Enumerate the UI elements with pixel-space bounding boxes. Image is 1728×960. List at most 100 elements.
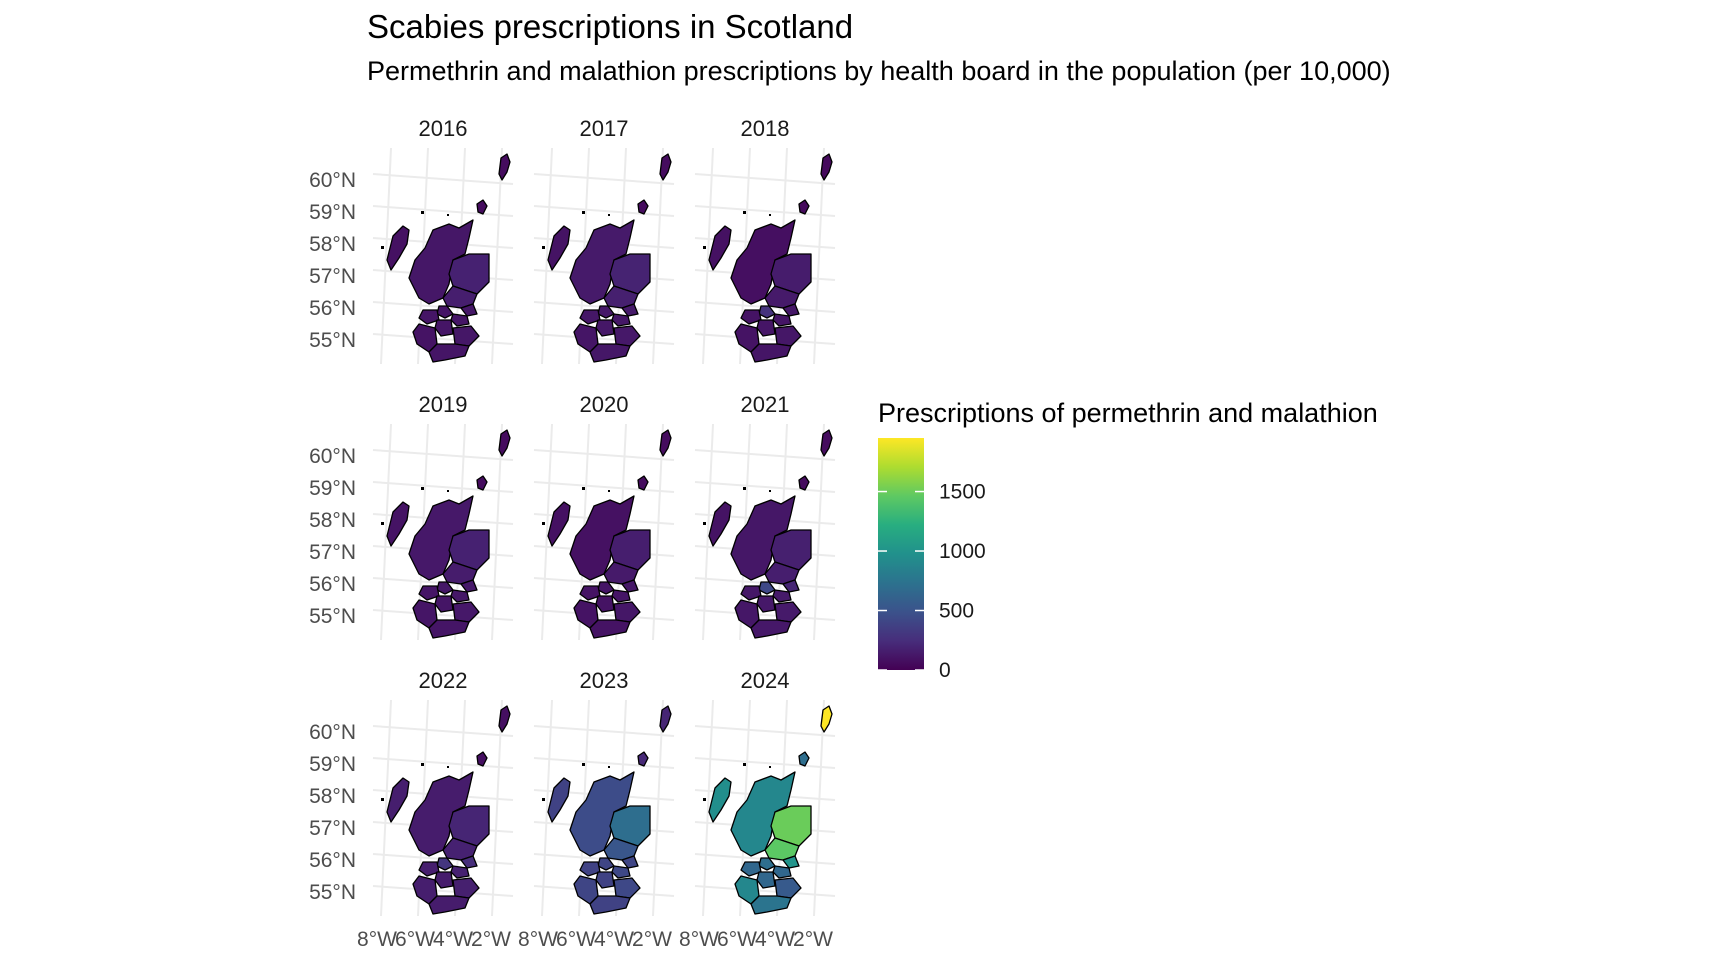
region-dumfries-and-galloway: [589, 343, 631, 363]
facet-panel-2021: 2021: [694, 392, 836, 641]
island-mark: [743, 763, 746, 766]
island-mark: [421, 487, 424, 490]
x-tick-label: 4°W: [594, 928, 634, 951]
facet-panel-2024: 2024: [694, 668, 836, 917]
chart-title: Scabies prescriptions in Scotland: [367, 8, 854, 45]
region-lanarkshire: [756, 871, 776, 889]
region-greater-glasgow-and-clyde: [418, 309, 440, 325]
x-tick-label: 4°W: [433, 928, 473, 951]
island-mark: [743, 487, 746, 490]
region-borders: [452, 601, 480, 623]
region-greater-glasgow-and-clyde: [579, 585, 601, 601]
region-orkney: [476, 199, 488, 215]
x-tick-label: 2°W: [793, 928, 833, 951]
region-fife: [621, 855, 639, 869]
region-western-isles: [386, 777, 410, 823]
facet-panel-2019: 2019: [372, 392, 514, 641]
region-dumfries-and-galloway: [750, 619, 792, 639]
y-tick-label: 56°N: [309, 297, 356, 320]
region-highland: [569, 219, 635, 305]
region-highland: [730, 219, 796, 305]
y-tick-label: 58°N: [309, 785, 356, 808]
region-borders: [452, 325, 480, 347]
region-shetland: [659, 153, 672, 181]
island-mark: [542, 246, 545, 249]
island-mark: [447, 490, 449, 492]
region-dumfries-and-galloway: [428, 343, 470, 363]
y-tick-label: 58°N: [309, 233, 356, 256]
color-legend: Prescriptions of permethrin and malathio…: [878, 398, 1378, 682]
region-greater-glasgow-and-clyde: [740, 861, 762, 877]
region-fife: [460, 855, 478, 869]
region-orkney: [798, 475, 810, 491]
facet-label-2024: 2024: [741, 668, 790, 693]
island-mark: [743, 211, 746, 214]
region-dumfries-and-galloway: [428, 895, 470, 915]
x-tick-label: 8°W: [357, 928, 397, 951]
island-mark: [582, 211, 585, 214]
region-western-isles: [386, 225, 410, 271]
legend-tick-label: 1000: [939, 540, 986, 563]
region-lanarkshire: [756, 595, 776, 613]
y-tick-label: 55°N: [309, 881, 356, 904]
x-tick-label: 2°W: [632, 928, 672, 951]
region-shetland: [820, 705, 833, 733]
region-dumfries-and-galloway: [589, 895, 631, 915]
y-tick-label: 60°N: [309, 445, 356, 468]
island-mark: [447, 214, 449, 216]
region-orkney: [476, 751, 488, 767]
region-western-isles: [708, 225, 732, 271]
region-greater-glasgow-and-clyde: [740, 309, 762, 325]
island-mark: [542, 798, 545, 801]
y-tick-label: 57°N: [309, 541, 356, 564]
legend-tick-label: 500: [939, 600, 974, 623]
region-orkney: [476, 475, 488, 491]
region-greater-glasgow-and-clyde: [418, 861, 440, 877]
region-borders: [613, 325, 641, 347]
region-fife: [621, 303, 639, 317]
x-tick-label: 2°W: [471, 928, 511, 951]
region-western-isles: [708, 777, 732, 823]
facet-label-2018: 2018: [741, 116, 790, 141]
facet-label-2016: 2016: [419, 116, 468, 141]
x-tick-label: 8°W: [679, 928, 719, 951]
y-tick-label: 58°N: [309, 509, 356, 532]
region-fife: [460, 303, 478, 317]
region-highland: [730, 771, 796, 857]
facet-label-2020: 2020: [580, 392, 629, 417]
region-western-isles: [386, 501, 410, 547]
region-lanarkshire: [595, 595, 615, 613]
colorbar: [878, 438, 924, 670]
island-mark: [421, 211, 424, 214]
region-lothian: [772, 589, 792, 603]
facet-panel-2016: 2016: [372, 116, 514, 365]
region-fife: [782, 303, 800, 317]
facet-panel-2020: 2020: [533, 392, 675, 641]
region-highland: [730, 495, 796, 581]
y-tick-label: 59°N: [309, 753, 356, 776]
island-mark: [421, 763, 424, 766]
y-tick-label: 55°N: [309, 329, 356, 352]
island-mark: [769, 766, 771, 768]
y-tick-label: 56°N: [309, 573, 356, 596]
region-shetland: [820, 153, 833, 181]
region-lothian: [450, 589, 470, 603]
region-western-isles: [547, 501, 571, 547]
region-lothian: [611, 313, 631, 327]
island-mark: [381, 522, 384, 525]
region-highland: [408, 771, 474, 857]
region-lothian: [450, 313, 470, 327]
region-lanarkshire: [434, 319, 454, 337]
region-highland: [569, 495, 635, 581]
region-fife: [460, 579, 478, 593]
region-orkney: [798, 199, 810, 215]
region-borders: [613, 877, 641, 899]
facet-panel-2017: 2017: [533, 116, 675, 365]
region-highland: [408, 219, 474, 305]
island-mark: [703, 246, 706, 249]
facet-label-2023: 2023: [580, 668, 629, 693]
region-shetland: [659, 705, 672, 733]
region-lanarkshire: [595, 871, 615, 889]
region-western-isles: [547, 225, 571, 271]
island-mark: [703, 522, 706, 525]
